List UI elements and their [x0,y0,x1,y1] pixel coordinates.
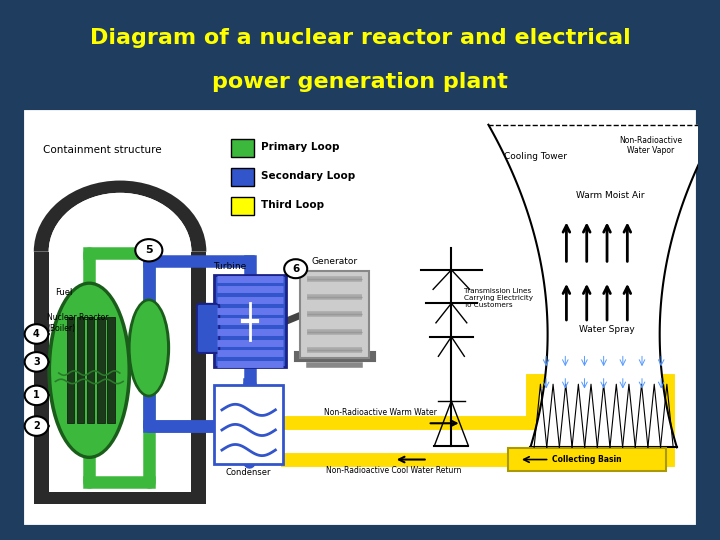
Text: 3: 3 [33,357,40,367]
Text: Non-Radioactive
Water Vapor: Non-Radioactive Water Vapor [619,136,683,156]
Text: Third Loop: Third Loop [261,200,323,210]
FancyBboxPatch shape [197,304,219,353]
Circle shape [24,416,48,436]
FancyBboxPatch shape [87,317,94,423]
Polygon shape [49,252,192,492]
Text: Primary Loop: Primary Loop [261,142,339,152]
Text: Non-Radioactive Warm Water: Non-Radioactive Warm Water [324,408,437,416]
FancyBboxPatch shape [300,271,369,358]
Polygon shape [488,125,719,447]
FancyBboxPatch shape [231,197,253,215]
Text: 5: 5 [145,245,153,255]
FancyBboxPatch shape [22,108,698,526]
Circle shape [24,324,48,344]
Text: Cooling Tower: Cooling Tower [505,152,567,161]
Polygon shape [34,252,49,504]
Text: Condenser: Condenser [226,468,271,477]
Text: 6: 6 [292,264,300,274]
Text: Containment structure: Containment structure [43,145,162,156]
Ellipse shape [50,284,129,457]
FancyBboxPatch shape [215,386,283,464]
FancyBboxPatch shape [215,275,286,367]
Ellipse shape [130,300,168,395]
Circle shape [24,352,48,372]
Circle shape [24,386,48,405]
Text: Generator: Generator [312,257,358,266]
FancyBboxPatch shape [97,317,104,423]
Circle shape [284,259,307,278]
FancyBboxPatch shape [67,317,74,423]
FancyBboxPatch shape [107,317,114,423]
Circle shape [135,239,163,261]
Text: 4: 4 [33,329,40,339]
Text: 2: 2 [33,421,40,431]
Text: 1: 1 [33,390,40,400]
Text: Secondary Loop: Secondary Loop [261,171,355,181]
Text: Warm Moist Air: Warm Moist Air [576,191,644,200]
Text: Collecting Basin: Collecting Basin [552,455,621,464]
Wedge shape [34,180,207,252]
Polygon shape [34,492,207,504]
Text: Non-Radioactive Cool Water Return: Non-Radioactive Cool Water Return [326,466,462,475]
Text: Transmission Lines
Carrying Electricity
To Customers: Transmission Lines Carrying Electricity … [464,288,533,308]
FancyBboxPatch shape [231,139,253,157]
Text: power generation plant: power generation plant [212,72,508,92]
Text: Fuel: Fuel [55,288,73,296]
Ellipse shape [48,281,131,459]
Wedge shape [49,193,192,252]
FancyBboxPatch shape [508,448,666,471]
Ellipse shape [127,299,170,397]
Polygon shape [192,252,207,504]
FancyBboxPatch shape [77,317,84,423]
Text: Diagram of a nuclear reactor and electrical: Diagram of a nuclear reactor and electri… [89,28,631,48]
Text: Nuclear Reactor
(Boiler): Nuclear Reactor (Boiler) [48,313,109,333]
FancyBboxPatch shape [231,168,253,186]
Text: Water Spray: Water Spray [579,325,635,334]
Text: Turbine: Turbine [213,262,246,271]
